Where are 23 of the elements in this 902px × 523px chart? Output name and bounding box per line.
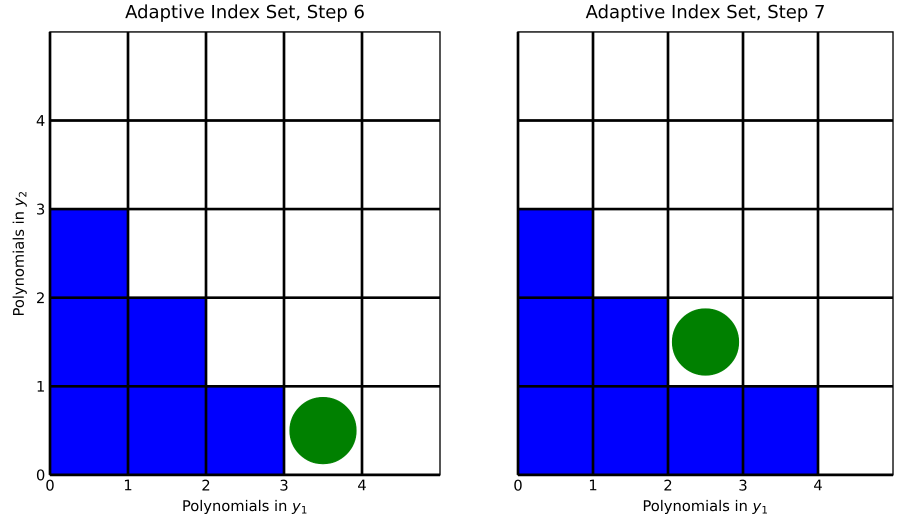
x-tick-label: 4 — [814, 480, 822, 490]
y-tick-label: 0 — [36, 469, 44, 480]
x-tick-label: 4 — [358, 480, 366, 490]
x-tick-label: 2 — [664, 480, 672, 491]
y-tick-label: 4 — [36, 115, 44, 126]
y-tick-label: 1 — [38, 381, 44, 392]
chart-title: Adaptive Index Set, Step 7 — [586, 4, 824, 22]
x-tick-label: 3 — [280, 480, 288, 491]
x-axis-title: Polynomials in y$_{1}$ — [644, 500, 767, 514]
x-tick-label: 3 — [739, 480, 746, 491]
x-axis-title: Polynomials in y$_{1}$ — [183, 500, 306, 514]
chart-title: Adaptive Index Set, Step 6 — [125, 4, 364, 22]
y-axis-title: Polynomials in y$_{2}$ — [12, 192, 27, 316]
bar — [206, 386, 284, 475]
x-tick-label: 0 — [46, 480, 54, 491]
y-tick-label: 3 — [37, 204, 44, 215]
y-tick-label: 2 — [37, 292, 44, 304]
bar — [128, 298, 206, 475]
x-tick-label: 2 — [202, 480, 210, 491]
x-tick-label: 1 — [590, 480, 596, 490]
x-tick-label: 1 — [124, 480, 132, 490]
x-tick-label: 0 — [514, 480, 522, 491]
bar — [50, 209, 128, 475]
